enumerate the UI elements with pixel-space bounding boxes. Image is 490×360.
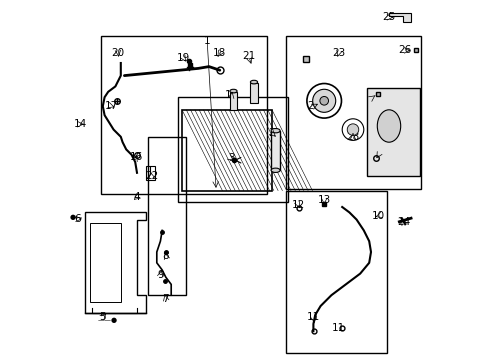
Bar (250, 83, 258, 103)
Bar (286, 191, 387, 353)
Text: 26: 26 (398, 45, 412, 55)
Text: 24: 24 (397, 217, 410, 228)
Text: 15: 15 (225, 90, 238, 100)
Text: 11: 11 (332, 323, 345, 333)
Text: 20: 20 (112, 48, 125, 58)
Text: 21: 21 (242, 51, 255, 61)
Text: 12: 12 (292, 200, 305, 210)
Bar (182, 110, 272, 191)
Ellipse shape (271, 129, 280, 133)
Bar (90, 223, 121, 302)
Ellipse shape (230, 89, 237, 93)
Text: 1: 1 (204, 36, 211, 46)
Ellipse shape (250, 80, 258, 84)
Bar (271, 131, 280, 170)
Text: 3: 3 (228, 153, 235, 163)
Text: 7: 7 (163, 294, 169, 304)
Ellipse shape (377, 110, 401, 142)
Text: 9: 9 (157, 270, 164, 280)
Text: 23: 23 (332, 48, 345, 58)
Text: 17: 17 (105, 101, 119, 111)
Circle shape (313, 89, 336, 112)
Polygon shape (389, 13, 411, 22)
Bar (178, 97, 288, 202)
Text: 27: 27 (307, 101, 320, 111)
Text: 10: 10 (371, 211, 385, 221)
Bar (146, 166, 155, 180)
Text: 8: 8 (163, 251, 169, 261)
Text: 30: 30 (371, 152, 384, 162)
Circle shape (320, 96, 328, 105)
Text: 19: 19 (177, 53, 191, 63)
Text: 28: 28 (346, 132, 360, 142)
Text: 13: 13 (318, 195, 331, 205)
Text: 25: 25 (382, 12, 395, 22)
Text: 29: 29 (366, 92, 379, 102)
Text: 18: 18 (213, 48, 226, 58)
Text: 11: 11 (307, 312, 320, 322)
Ellipse shape (271, 168, 280, 172)
Bar (286, 36, 421, 189)
Bar (368, 88, 419, 176)
Circle shape (347, 124, 359, 135)
Text: 16: 16 (130, 152, 143, 162)
Bar (148, 137, 186, 295)
Text: 4: 4 (134, 192, 140, 202)
Text: 14: 14 (74, 119, 87, 129)
Bar (101, 36, 267, 194)
Text: 6: 6 (74, 214, 81, 224)
Text: 2: 2 (269, 128, 275, 138)
Text: ●—: ●— (69, 214, 82, 220)
Text: 22: 22 (145, 171, 158, 181)
Text: 5: 5 (99, 312, 106, 322)
Text: ——●: ——● (98, 317, 118, 323)
Bar (230, 92, 237, 110)
